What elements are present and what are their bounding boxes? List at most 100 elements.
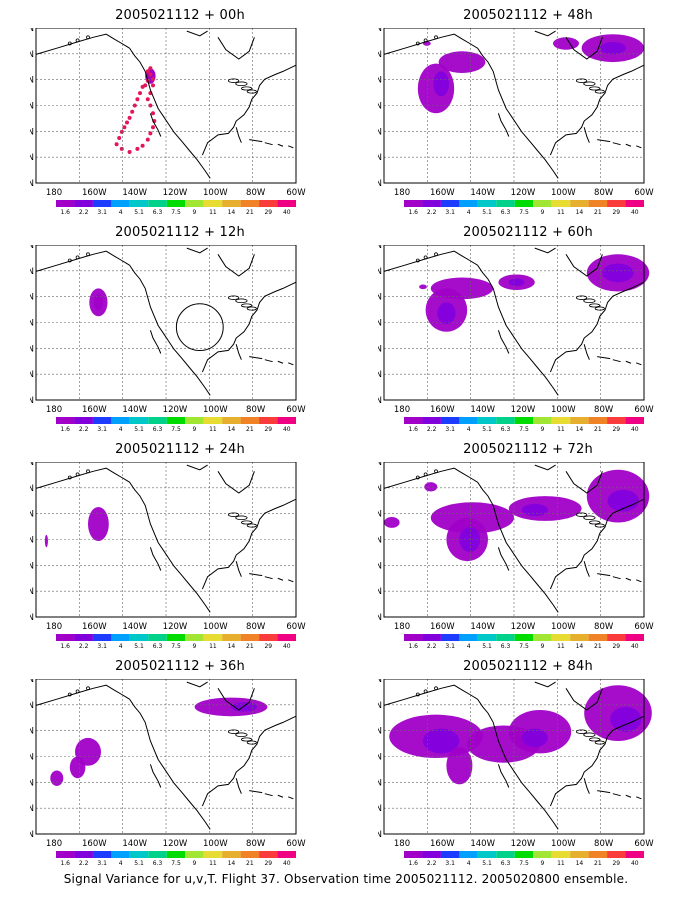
lon-tick-label: 180	[46, 405, 62, 415]
great-lake	[583, 732, 596, 738]
island	[86, 686, 90, 691]
lat-tick-label: 50N	[30, 727, 34, 737]
colorbar-swatch	[240, 851, 260, 858]
lat-tick-label: 70N	[30, 245, 34, 251]
colorbar-swatch	[625, 634, 644, 641]
plume-area	[446, 747, 473, 785]
coastline	[497, 764, 510, 788]
island	[423, 255, 428, 260]
figure-caption: Signal Variance for u,v,T. Flight 37. Ob…	[63, 872, 629, 886]
colorbar-swatch	[570, 417, 589, 424]
great-lake	[594, 89, 605, 94]
colorbar-swatch	[404, 634, 423, 641]
colorbar-swatch	[607, 200, 626, 207]
great-lake	[576, 295, 588, 300]
island	[75, 689, 80, 694]
map-frame	[35, 28, 297, 184]
panel-60h: 2005021112 + 60h 70N 60N 50N 40N 30N 20N 10N 18…	[378, 225, 692, 440]
colorbar-swatch	[74, 851, 93, 858]
colorbar-label: 14	[576, 860, 584, 867]
lon-tick-label: 160W	[82, 622, 107, 632]
lon-tick-label: 120W	[163, 622, 188, 632]
observation-dot	[114, 142, 119, 147]
panel-title: 2005021112 + 12h	[115, 225, 245, 240]
colorbar-label: 40	[283, 860, 291, 867]
colorbar-label: 40	[283, 209, 291, 216]
lat-tick-label: 40N	[378, 319, 382, 329]
colorbar-label: 1.6	[408, 860, 418, 867]
colorbar-swatch	[56, 200, 75, 207]
colorbar-label: 29	[264, 426, 272, 433]
lon-tick-label: 120W	[163, 405, 188, 415]
panel-title: 2005021112 + 36h	[115, 659, 245, 674]
colorbar-label: 7.5	[519, 426, 529, 433]
map-plot	[35, 679, 297, 835]
lon-tick-label: 100W	[203, 188, 228, 198]
island	[75, 38, 80, 43]
panel-title: 2005021112 + 24h	[115, 442, 245, 457]
colorbar-label: 3.1	[97, 643, 107, 650]
panel-84h: 2005021112 + 84h 70N 60N 50N 40N 30N 20N 10N 18…	[378, 659, 692, 874]
colorbar-swatch	[148, 417, 167, 424]
great-lake	[228, 729, 240, 734]
lon-tick-label: 100W	[203, 405, 228, 415]
region-circle	[175, 303, 224, 352]
panel-title: 2005021112 + 60h	[463, 225, 593, 240]
colorbar-label: 6.3	[501, 209, 511, 216]
panel-48h: 2005021112 + 48h 70N 60N 50N 40N 30N 20N 10N 18…	[378, 8, 692, 223]
lon-tick-label: 60W	[286, 839, 306, 849]
colorbar-swatch	[514, 417, 534, 424]
observation-dot	[151, 77, 155, 82]
observation-dot	[140, 143, 145, 148]
coastline	[583, 127, 590, 143]
colorbar-swatch	[74, 634, 93, 641]
colorbar-swatch	[496, 200, 515, 207]
colorbar-swatch	[259, 417, 278, 424]
coastline	[383, 467, 559, 613]
colorbar-swatch	[440, 851, 460, 858]
observation-dot	[127, 115, 132, 120]
observation-dot	[145, 97, 150, 102]
colorbar-swatch	[514, 200, 534, 207]
lat-tick-label: 10N	[378, 179, 382, 189]
map-frame	[383, 462, 645, 618]
colorbar-label: 21	[594, 426, 602, 433]
colorbar-swatch	[440, 417, 460, 424]
colorbar-label: 1.6	[408, 643, 418, 650]
coastline	[35, 33, 211, 179]
lat-tick-label: 40N	[378, 102, 382, 112]
map-panel: 70N 60N 50N 40N 30N 20N 10N 180 160W 140W 120W 100W…	[378, 245, 654, 433]
colorbar-swatch	[551, 634, 571, 641]
colorbar-swatch	[166, 634, 186, 641]
colorbar-swatch	[148, 851, 167, 858]
lon-tick-label: 140W	[122, 839, 147, 849]
island	[612, 359, 621, 363]
colorbar-swatch	[222, 634, 241, 641]
lon-tick-label: 160W	[82, 405, 107, 415]
colorbar-swatch	[477, 417, 497, 424]
colorbar-swatch	[129, 417, 149, 424]
coastline	[383, 33, 559, 179]
observation-dot	[119, 129, 124, 134]
plume-area	[88, 506, 109, 542]
colorbar-label: 2.2	[427, 643, 437, 650]
colorbar-label: 14	[228, 426, 236, 433]
colorbar-label: 40	[631, 426, 639, 433]
island	[75, 255, 80, 260]
colorbar-label: 2.2	[79, 860, 89, 867]
lat-tick-label: 10N	[30, 613, 34, 623]
lat-tick-label: 60N	[30, 267, 34, 277]
colorbar-label: 3.1	[97, 209, 107, 216]
colorbar-swatch	[459, 634, 478, 641]
colorbar-label: 40	[631, 860, 639, 867]
great-lake	[576, 78, 588, 83]
colorbar-swatch	[551, 200, 571, 207]
colorbar-swatch	[477, 851, 497, 858]
colorbar-swatch	[203, 417, 223, 424]
colorbar-swatch	[625, 200, 644, 207]
lat-tick-label: 60N	[378, 50, 382, 60]
colorbar-label: 3.1	[445, 426, 455, 433]
colorbar-swatch	[570, 634, 589, 641]
observation-dot	[119, 146, 124, 151]
island	[288, 362, 294, 366]
